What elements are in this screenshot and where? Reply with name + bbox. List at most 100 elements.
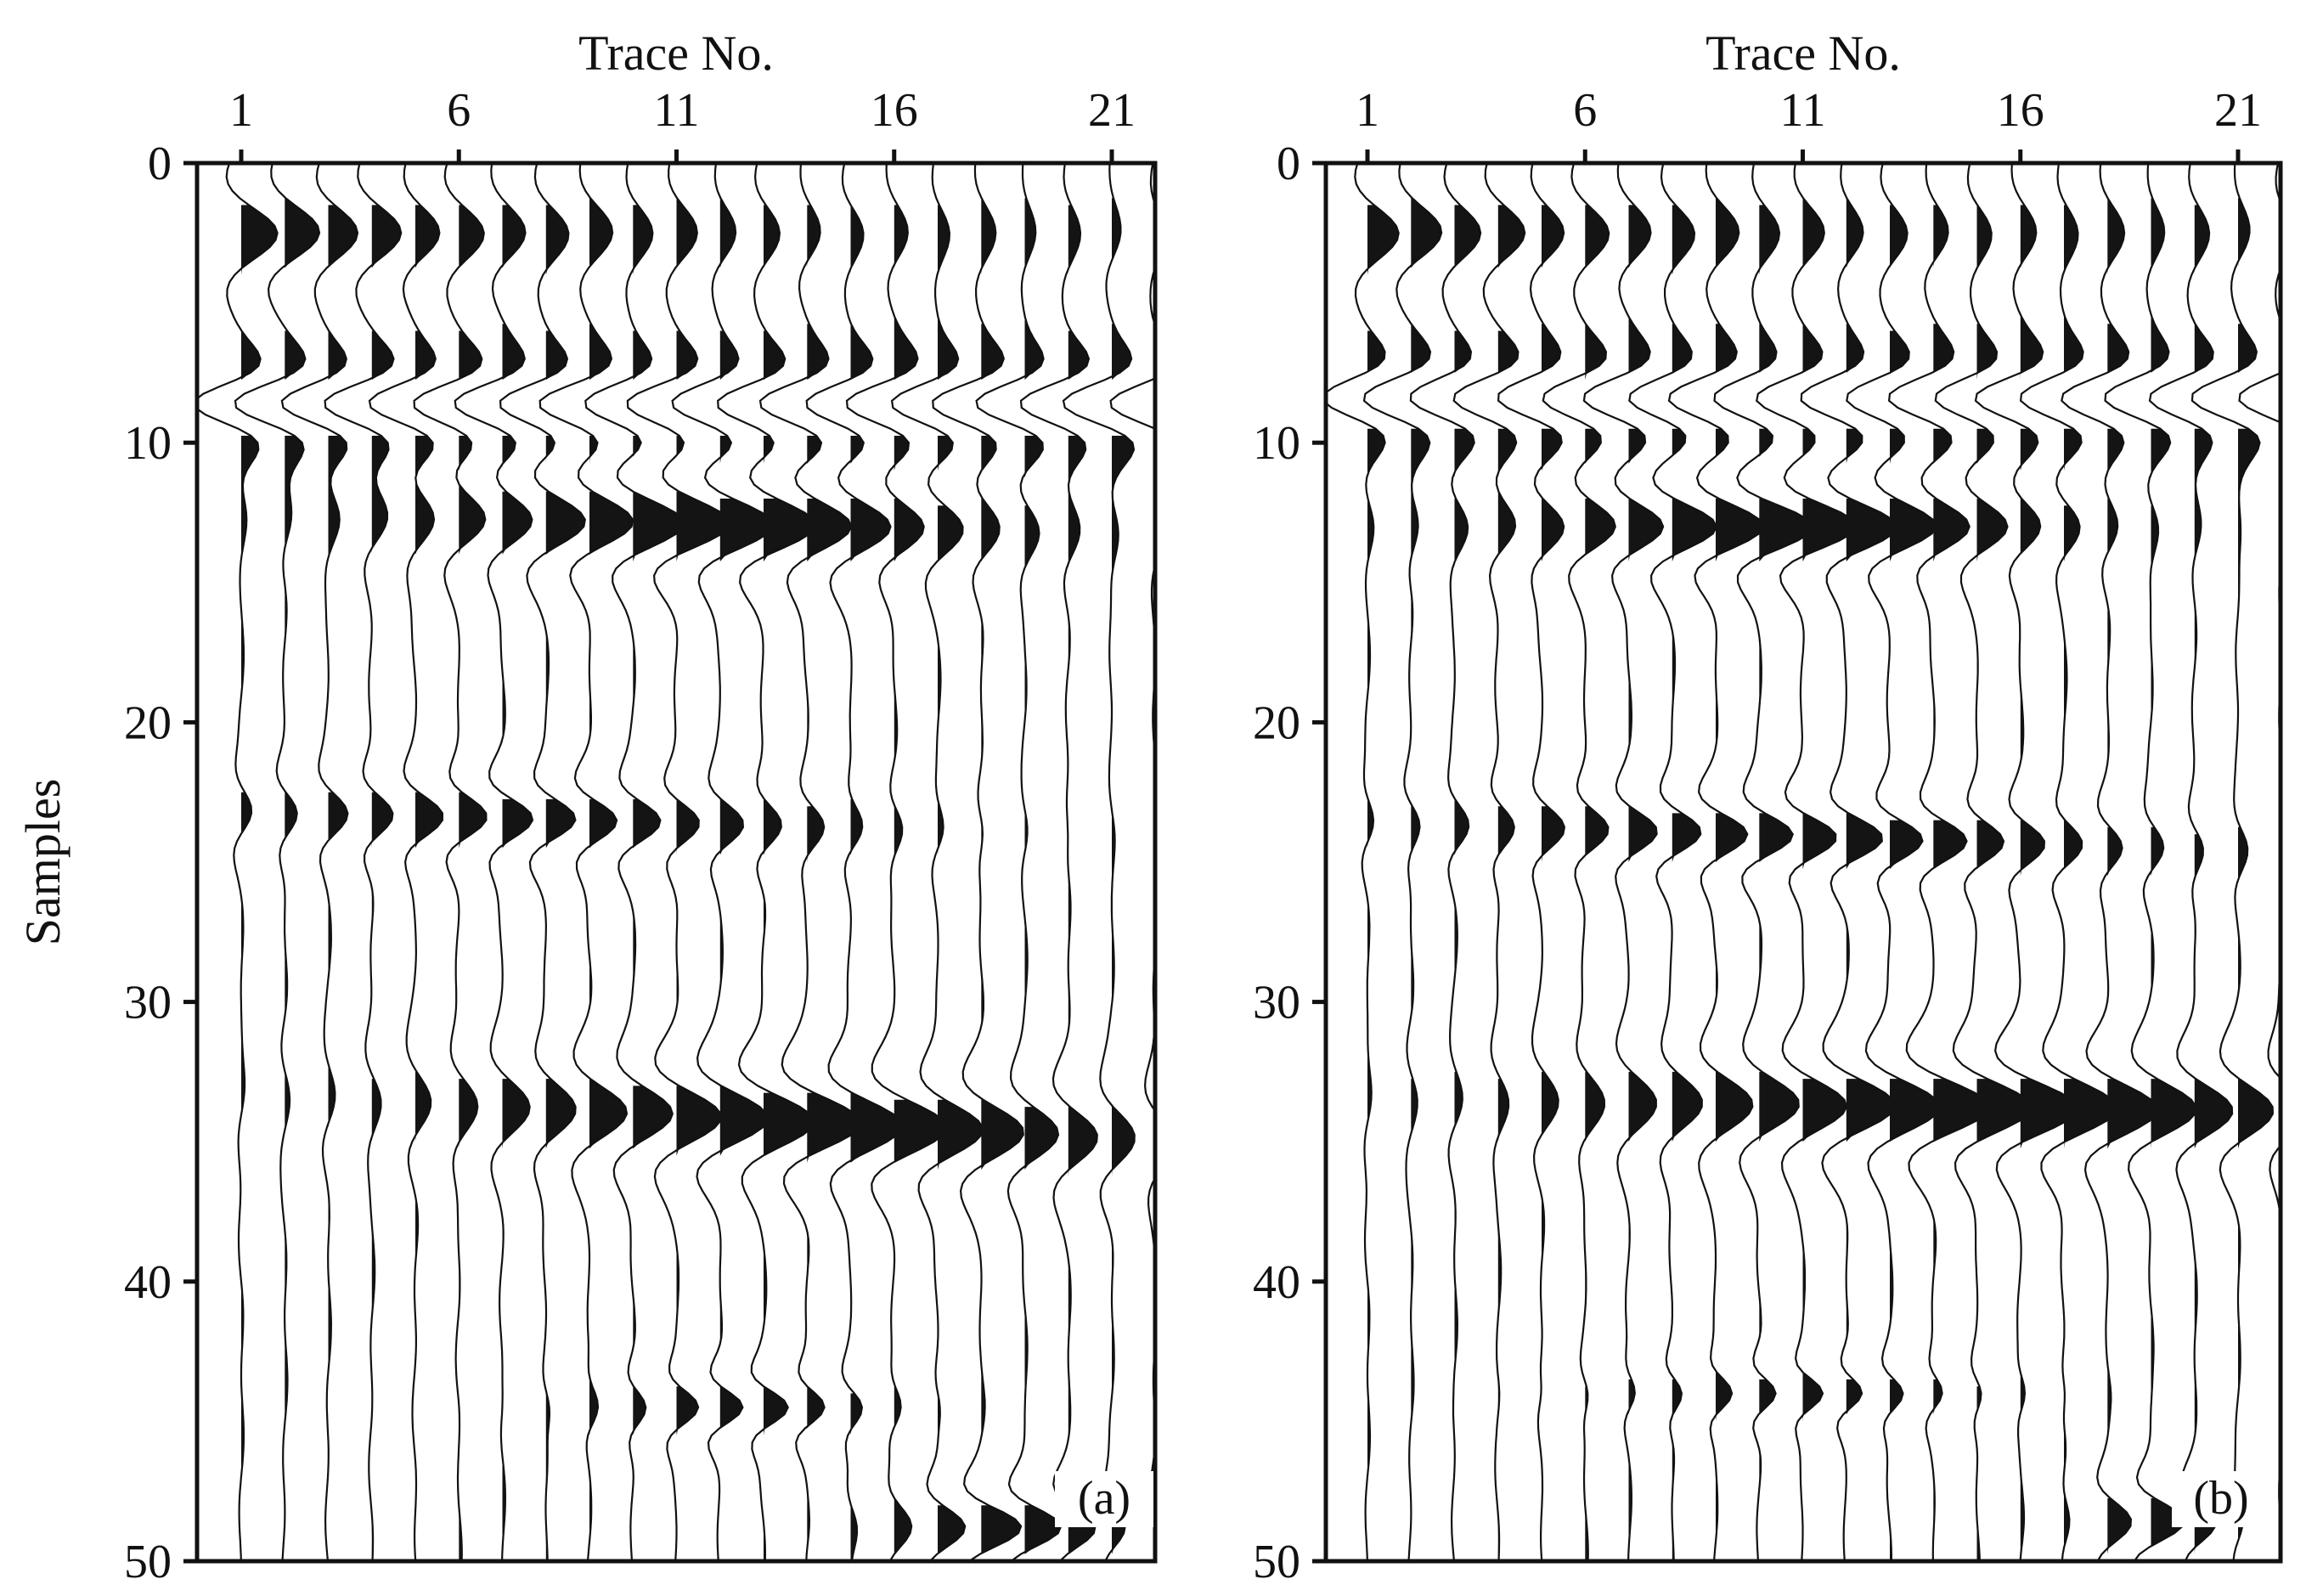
trace-16-fill — [894, 205, 947, 1561]
trace-21 — [1062, 163, 1136, 1561]
trace-22 — [2238, 163, 2281, 1532]
trace-14-fill — [1933, 205, 1989, 1541]
trace-16 — [845, 163, 948, 1561]
trace-17-fill — [2064, 205, 2117, 1554]
trace-13 — [1846, 163, 1942, 1561]
trace-19 — [2104, 163, 2197, 1561]
trace-14-fill — [807, 205, 860, 1554]
trace-16 — [1974, 163, 2078, 1561]
trace-12-fill — [1846, 198, 1897, 1485]
trace-16-fill — [2020, 205, 2078, 1561]
trace-5 — [368, 163, 443, 1561]
panel-tag: (b) — [2193, 1472, 2248, 1525]
y-tick-label: 50 — [124, 1536, 172, 1588]
x-tick-label: 21 — [2214, 84, 2262, 137]
y-tick-label: 30 — [124, 977, 172, 1029]
trace-6-fill — [1585, 205, 1615, 1561]
trace-7-fill — [502, 205, 533, 1554]
trace-7 — [454, 163, 534, 1561]
trace-4-fill — [371, 205, 402, 1561]
trace-18-fill — [2107, 198, 2157, 1554]
trace-15 — [805, 163, 904, 1561]
trace-6 — [1542, 163, 1616, 1561]
y-tick-label: 0 — [1277, 138, 1300, 190]
trace-21-fill — [1112, 198, 1135, 1554]
trace-8 — [1628, 163, 1718, 1561]
trace-6 — [413, 163, 488, 1561]
y-tick-label: 40 — [124, 1256, 172, 1309]
trace-14 — [758, 163, 862, 1561]
trace-22-fill — [2281, 205, 2306, 1561]
trace-9 — [538, 163, 634, 1561]
trace-8-fill — [545, 205, 585, 1561]
trace-18-fill — [981, 198, 1023, 1554]
trace-2 — [1362, 163, 1443, 1561]
trace-7-fill — [1628, 205, 1664, 1554]
trace-11-fill — [676, 198, 730, 1541]
traces — [197, 163, 1176, 1561]
trace-20-fill — [1068, 205, 1097, 1554]
trace-1-fill — [1367, 205, 1399, 1478]
trace-17 — [2019, 163, 2118, 1561]
y-tick-label: 50 — [1253, 1536, 1300, 1588]
trace-5-fill — [1542, 205, 1565, 1561]
x-tick-label: 1 — [1356, 84, 1379, 137]
trace-5 — [1497, 163, 1566, 1561]
trace-12-fill — [719, 198, 774, 1429]
x-tick-label: 21 — [1088, 84, 1136, 137]
trace-22-fill — [1155, 212, 1176, 1561]
trace-19-fill — [2151, 198, 2196, 1548]
trace-8 — [499, 163, 586, 1561]
x-tick-label: 1 — [229, 84, 253, 137]
y-tick-label: 10 — [124, 417, 172, 470]
trace-21 — [2190, 163, 2275, 1561]
trace-17-fill — [938, 205, 983, 1554]
trace-2-fill — [285, 198, 319, 1526]
trace-13 — [717, 163, 817, 1561]
trace-13-fill — [1890, 205, 1940, 1561]
trace-4 — [324, 163, 403, 1561]
y-tick-label: 40 — [1253, 1256, 1300, 1309]
trace-1-fill — [241, 205, 278, 1478]
panel-tag: (a) — [1078, 1472, 1130, 1525]
trace-11-fill — [1802, 198, 1857, 1541]
trace-14 — [1887, 163, 1991, 1561]
trace-1 — [197, 163, 279, 1561]
y-tick-label: 30 — [1253, 977, 1300, 1029]
panel-tag-background — [2172, 1471, 2270, 1527]
trace-19 — [975, 163, 1063, 1561]
trace-3 — [280, 163, 359, 1561]
trace-12 — [1800, 163, 1898, 1561]
x-tick-label: 6 — [447, 84, 471, 137]
trace-15 — [1934, 163, 2033, 1561]
trace-9-fill — [1716, 198, 1763, 1548]
trace-1 — [1326, 163, 1400, 1561]
trace-20-fill — [2194, 205, 2233, 1554]
trace-9 — [1667, 163, 1765, 1561]
trace-9-fill — [589, 198, 633, 1548]
trace-10 — [1713, 163, 1814, 1561]
trace-3 — [1409, 163, 1482, 1561]
trace-19-fill — [1024, 198, 1062, 1554]
trace-4 — [1452, 163, 1526, 1561]
trace-5-fill — [415, 205, 443, 1561]
trace-12 — [671, 163, 775, 1561]
trace-2-fill — [1411, 198, 1442, 1526]
y-tick-label: 20 — [1253, 696, 1300, 749]
trace-10 — [584, 163, 685, 1561]
trace-4-fill — [1497, 205, 1525, 1561]
trace-20 — [1019, 163, 1098, 1561]
panel-tag-background — [1055, 1471, 1153, 1527]
trace-3-fill — [328, 205, 358, 1470]
trace-10-fill — [1759, 205, 1813, 1492]
trace-15-fill — [1976, 205, 2032, 1561]
y-tick-label: 10 — [1253, 417, 1300, 470]
traces — [1326, 163, 2306, 1561]
trace-8-fill — [1672, 205, 1717, 1561]
x-axis-title: Trace No. — [1706, 25, 1901, 81]
trace-11 — [626, 163, 730, 1561]
trace-6-fill — [459, 205, 487, 1561]
